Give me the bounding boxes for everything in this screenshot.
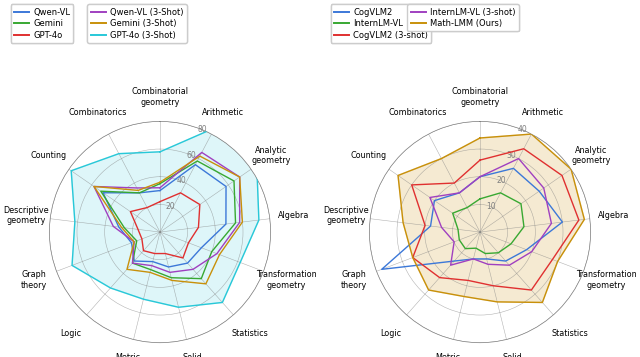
- Text: Logic: Logic: [380, 328, 401, 338]
- Text: Statistics: Statistics: [551, 328, 588, 338]
- Text: Metric
geometry: Metric geometry: [108, 353, 147, 357]
- Text: Arithmetic: Arithmetic: [202, 108, 244, 117]
- Text: Graph
theory: Graph theory: [340, 270, 367, 290]
- Text: Descriptive
geometry: Descriptive geometry: [323, 206, 369, 226]
- Text: Graph
theory: Graph theory: [20, 270, 47, 290]
- Text: Combinatorics: Combinatorics: [68, 108, 127, 117]
- Text: Combinatorics: Combinatorics: [388, 108, 447, 117]
- Text: Solid
geometry: Solid geometry: [173, 353, 212, 357]
- Polygon shape: [71, 128, 259, 307]
- Text: Descriptive
geometry: Descriptive geometry: [3, 206, 49, 226]
- Text: Solid
geometry: Solid geometry: [493, 353, 532, 357]
- Text: Counting: Counting: [31, 151, 67, 160]
- Legend: CogVLM2, InternLM-VL, CogVLM2 (3-shot): CogVLM2, InternLM-VL, CogVLM2 (3-shot): [331, 4, 431, 43]
- Legend: InternLM-VL (3-shot), Math-LMM (Ours): InternLM-VL (3-shot), Math-LMM (Ours): [408, 4, 518, 31]
- Text: Transformation
geometry: Transformation geometry: [256, 270, 317, 290]
- Text: Metric
geometry: Metric geometry: [428, 353, 467, 357]
- Text: Transformation
geometry: Transformation geometry: [576, 270, 637, 290]
- Text: Arithmetic: Arithmetic: [522, 108, 564, 117]
- Text: Analytic
geometry: Analytic geometry: [572, 146, 611, 165]
- Text: Analytic
geometry: Analytic geometry: [252, 146, 291, 165]
- Text: Combinatorial
geometry: Combinatorial geometry: [451, 87, 509, 107]
- Text: Logic: Logic: [60, 328, 81, 338]
- Text: Statistics: Statistics: [231, 328, 268, 338]
- Text: Counting: Counting: [351, 151, 387, 160]
- Text: Combinatorial
geometry: Combinatorial geometry: [131, 87, 189, 107]
- Legend: Qwen-VL, Gemini, GPT-4o: Qwen-VL, Gemini, GPT-4o: [11, 4, 74, 43]
- Text: Algebra: Algebra: [598, 211, 630, 220]
- Legend: Qwen-VL (3-Shot), Gemini (3-Shot), GPT-4o (3-Shot): Qwen-VL (3-Shot), Gemini (3-Shot), GPT-4…: [88, 4, 187, 43]
- Polygon shape: [398, 134, 584, 302]
- Text: Algebra: Algebra: [278, 211, 310, 220]
